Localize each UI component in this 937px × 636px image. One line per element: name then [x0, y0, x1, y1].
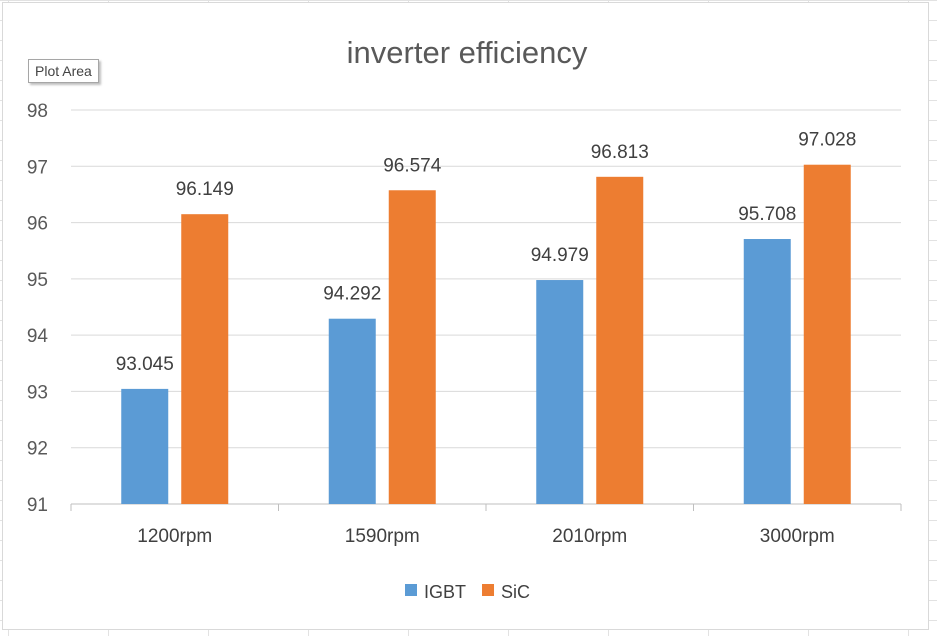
chart-title: inverter efficiency — [347, 35, 588, 70]
y-tick-label: 93 — [27, 382, 48, 403]
legend-label-sic: SiC — [501, 582, 530, 602]
plot-area-tooltip: Plot Area — [28, 59, 99, 83]
x-category-label: 1200rpm — [137, 526, 212, 547]
bar-igbt-1200rpm[interactable] — [121, 388, 169, 504]
legend-swatch-sic — [482, 584, 495, 596]
y-tick-label: 94 — [27, 326, 49, 347]
y-tick-label: 92 — [27, 439, 48, 460]
y-tick-label: 98 — [27, 101, 48, 122]
bar-igbt-2010rpm[interactable] — [536, 280, 584, 504]
data-label: 95.708 — [738, 204, 796, 225]
legend-swatch-igbt — [405, 584, 417, 596]
data-label: 94.979 — [531, 245, 589, 266]
y-tick-label: 97 — [27, 157, 48, 178]
bar-sic-1590rpm[interactable] — [388, 190, 436, 504]
bar-igbt-3000rpm[interactable] — [743, 239, 791, 505]
data-label: 97.028 — [798, 130, 856, 151]
x-category-label: 2010rpm — [552, 526, 627, 547]
bar-sic-3000rpm[interactable] — [803, 164, 851, 504]
data-label: 96.149 — [176, 179, 234, 200]
legend-label-igbt: IGBT — [424, 582, 466, 602]
data-label: 93.045 — [116, 354, 174, 375]
bar-sic-2010rpm[interactable] — [596, 176, 644, 504]
data-label: 96.574 — [383, 155, 442, 176]
bar-igbt-1590rpm[interactable] — [328, 318, 376, 504]
y-tick-label: 91 — [27, 495, 48, 516]
data-label: 96.813 — [591, 142, 649, 163]
y-tick-label: 95 — [27, 270, 48, 291]
x-category-label: 1590rpm — [345, 526, 420, 547]
bar-sic-1200rpm[interactable] — [181, 214, 229, 504]
x-category-label: 3000rpm — [760, 526, 835, 547]
data-label: 94.292 — [323, 284, 381, 305]
y-tick-label: 96 — [27, 214, 48, 235]
